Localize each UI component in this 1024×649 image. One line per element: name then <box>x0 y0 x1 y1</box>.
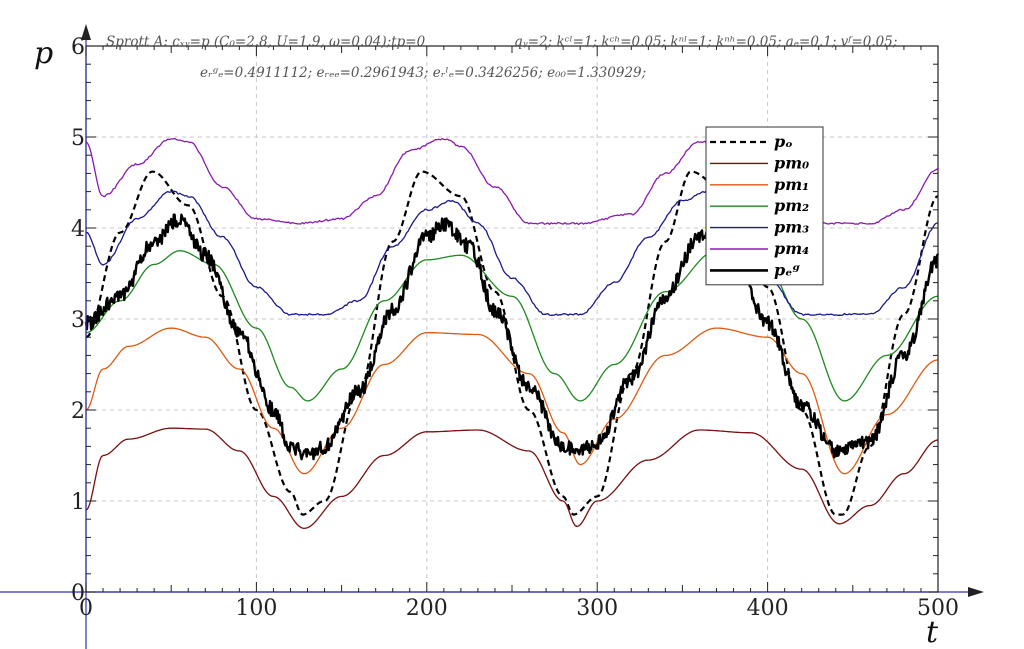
plot-frame <box>0 24 984 649</box>
x-tick-label-4: 400 <box>747 596 789 621</box>
x-tick-label-2: 200 <box>406 596 448 621</box>
legend-label-0: pₒ <box>774 132 793 151</box>
y-tick-label-1: 1 <box>71 490 85 515</box>
legend-label-1: pm₀ <box>774 153 809 172</box>
y-tick-label-4: 4 <box>71 217 85 242</box>
legend-label-4: pm₃ <box>774 218 809 237</box>
chart-header-errors: eᵣᵍₑ=0.4911112; eᵣₑₑ=0.2961943; eᵣˡₑ=0.3… <box>200 65 646 81</box>
chart-header-right: qᵧ=2; kᶜˡ=1; kᶜʰ=0.05; kⁿˡ=1; kⁿʰ=0.05; … <box>514 34 897 50</box>
y-axis-label: p <box>34 36 53 71</box>
legend: pₒ pm₀ pm₁ pm₂ pm₃ pm₄ pₑᵍ <box>705 126 824 286</box>
legend-label-2: pm₁ <box>774 175 809 194</box>
series-layer <box>84 137 940 529</box>
legend-label-3: pm₂ <box>774 196 809 215</box>
chart-header-left: Sprott A: cₓᵧ=p (C₀=2.8, U=1.9, ω=0.04);… <box>106 34 426 50</box>
y-axis-arrow <box>81 24 91 40</box>
series-line-4 <box>85 190 939 316</box>
y-tick-label-2: 2 <box>71 399 85 424</box>
x-tick-label-1: 100 <box>235 596 277 621</box>
tick-labels: 0 100 200 300 400 500 0 1 2 3 4 5 6 <box>71 35 959 621</box>
series-line-2 <box>85 327 939 475</box>
y-tick-label-6: 6 <box>71 35 85 60</box>
legend-label-6: pₑᵍ <box>774 260 800 279</box>
legend-label-5: pm₄ <box>774 239 809 258</box>
y-tick-label-5: 5 <box>71 126 85 151</box>
x-axis-label: t <box>926 615 939 649</box>
x-axis-arrow <box>968 587 984 597</box>
series-line-1 <box>85 427 939 529</box>
x-tick-label-5: 500 <box>917 596 959 621</box>
x-tick-label-0: 0 <box>79 596 93 621</box>
series-line-6 <box>84 213 940 461</box>
y-tick-label-3: 3 <box>71 308 85 333</box>
series-line-3 <box>85 250 939 402</box>
x-tick-label-3: 300 <box>576 596 618 621</box>
y-tick-label-0: 0 <box>71 581 85 606</box>
